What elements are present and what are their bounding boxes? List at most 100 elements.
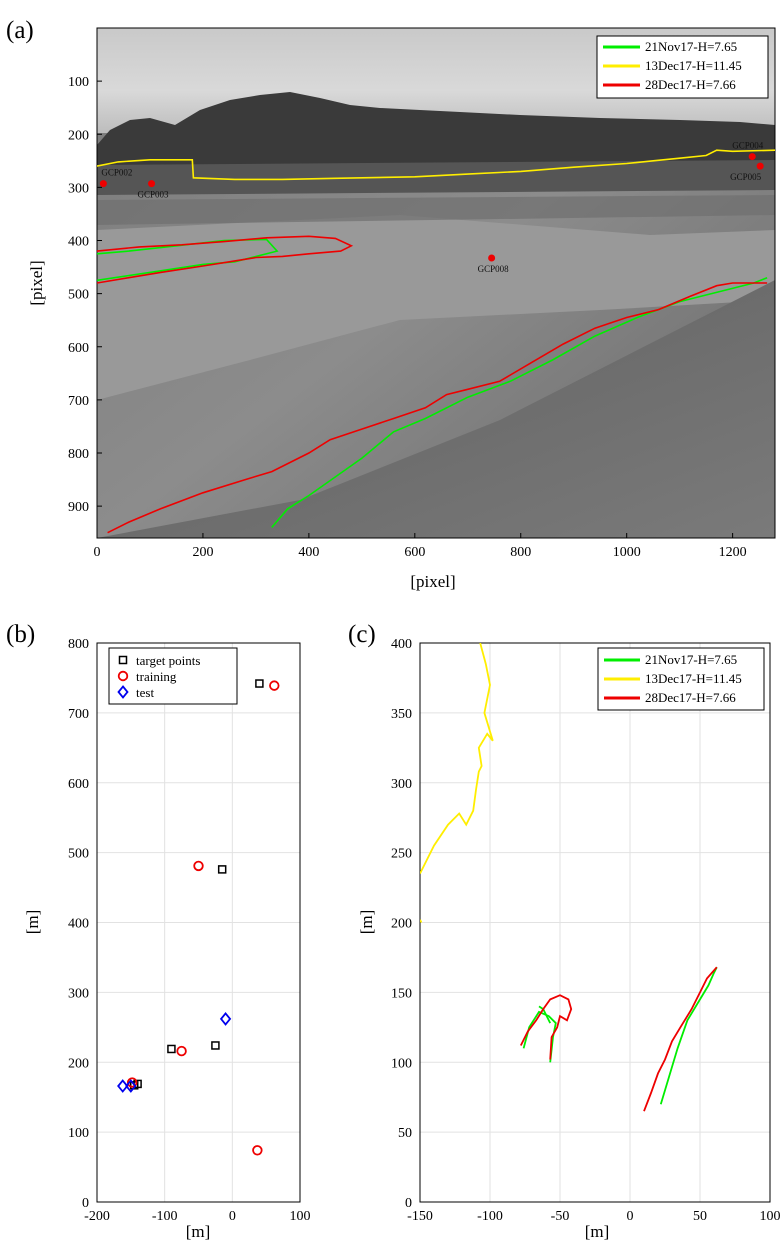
panel-b-ytick-label: 700 [68, 707, 89, 722]
panel-c-line-green-2 [659, 966, 718, 1105]
panel-c-series [420, 643, 718, 1112]
panel-a-xtick-label: 1000 [613, 545, 641, 560]
panel-a-ytick-label: 700 [68, 394, 89, 409]
panel-c-label: (c) [348, 621, 376, 648]
gcp-marker-gcp004 [748, 153, 756, 161]
panel-b-ytick-label: 600 [68, 777, 89, 792]
panel-c-xtick-label: 0 [627, 1209, 634, 1224]
panel-a-ylabel: [pixel] [27, 260, 46, 305]
panel-b: -200 -100 0 100 0 100 200 300 400 500 600 700 800 [m… [23, 637, 311, 1241]
panel-b-ticks: -200 -100 0 100 0 100 200 300 400 500 600 700 800 [68, 637, 311, 1224]
panel-a-label: (a) [6, 17, 34, 44]
panel-b-point-square [211, 1041, 220, 1050]
panel-b-ytick-label: 300 [68, 986, 89, 1001]
panel-b-legend-entry: target points [136, 653, 200, 668]
panel-b-xtick-label: -200 [84, 1209, 110, 1224]
panel-b-point-circle [176, 1045, 187, 1057]
panel-c-ytick-label: 150 [391, 986, 412, 1001]
panel-b-ylabel: [m] [23, 910, 42, 935]
gcp-marker-gcp002 [99, 180, 107, 188]
panel-c-xtick-label: -150 [407, 1209, 433, 1224]
panel-a-xtick-label: 800 [510, 545, 531, 560]
panel-a-legend-entry: 13Dec17-H=11.45 [645, 58, 742, 73]
panel-b-ytick-label: 800 [68, 637, 89, 652]
panel-a-legend-entry: 28Dec17-H=7.66 [645, 77, 736, 92]
gcp-label-gcp005: GCP005 [730, 172, 762, 182]
gcp-label-gcp004: GCP004 [732, 141, 764, 151]
panel-b-point-circle [193, 860, 204, 872]
panel-c-ytick-label: 250 [391, 847, 412, 862]
panel-c-xlabel: [m] [585, 1222, 610, 1241]
panel-a-xtick-label: 0 [94, 545, 101, 560]
panel-b-point-square [167, 1044, 176, 1054]
panel-a-ytick-label: 600 [68, 341, 89, 356]
panel-c-ytick-label: 350 [391, 707, 412, 722]
panel-c-ytick-label: 0 [405, 1196, 412, 1211]
panel-a-line-green-0 [97, 238, 279, 282]
panel-a-xlabel: [pixel] [410, 572, 455, 591]
panel-c-frame [419, 642, 771, 1203]
panel-a-series [97, 149, 775, 534]
panel-a-ytick-label: 100 [68, 75, 89, 90]
panel-a-ytick-label: 800 [68, 447, 89, 462]
panel-c-legend-entry: 21Nov17-H=7.65 [645, 652, 737, 667]
gcp-label-gcp002: GCP002 [101, 168, 132, 178]
panel-b-point-square [255, 679, 264, 688]
panel-a-xtick-label: 400 [298, 545, 319, 560]
panel-c-legend-entry: 28Dec17-H=7.66 [645, 690, 736, 705]
panel-a-ytick-label: 900 [68, 500, 89, 515]
gcp-marker-gcp008 [488, 254, 496, 262]
panel-a-legend-entry: 21Nov17-H=7.65 [645, 39, 737, 54]
panel-b-xtick-label: -100 [152, 1209, 178, 1224]
photo-background [97, 28, 775, 538]
panel-b-point-square [129, 1081, 139, 1090]
panel-c-legend: 21Nov17-H=7.65 13Dec17-H=11.45 28Dec17-H=7… [597, 647, 765, 711]
panel-b-point-diamond [125, 1079, 137, 1093]
panel-b-point-circle [269, 680, 280, 691]
panel-b-point-circle [252, 1145, 263, 1156]
panel-b-legend-marker-diamond [117, 685, 129, 699]
panel-c-line-red-1 [643, 966, 718, 1112]
panel-b-ytick-label: 400 [68, 917, 89, 932]
panel-b-ytick-label: 0 [82, 1196, 89, 1211]
panel-a-line-green-1 [271, 276, 768, 528]
panel-b-point-diamond [117, 1079, 129, 1093]
panel-a-line-red-0 [97, 235, 354, 284]
panel-a-gcp-points: GCP002 GCP003 GCP008 GCP004 GCP005 [99, 141, 764, 274]
panel-c-ticks: -150 -100 -50 0 50 100 0 50 100 150 200 250 300 350 40… [391, 637, 781, 1224]
gcp-marker-gcp005 [756, 162, 764, 170]
panel-b-xlabel: [m] [186, 1222, 211, 1241]
panel-a-xtick-label: 1200 [719, 545, 747, 560]
panel-b-point-diamond [219, 1012, 232, 1026]
panel-b-frame [96, 642, 301, 1203]
panel-b-ytick-label: 500 [68, 847, 89, 862]
panel-c-line-red-0 [519, 994, 573, 1060]
panel-b-ytick-label: 100 [68, 1126, 89, 1141]
panel-c-xtick-label: 50 [693, 1209, 707, 1224]
panel-c-xtick-label: -50 [551, 1209, 570, 1224]
panel-c-legend-entry: 13Dec17-H=11.45 [645, 671, 742, 686]
panel-c-line-yellow-1 [420, 919, 423, 923]
panel-c-xtick-label: 100 [760, 1209, 781, 1224]
gcp-label-gcp008: GCP008 [478, 264, 510, 274]
panel-a-xtick-label: 200 [192, 545, 213, 560]
panel-a-line-red-1 [107, 282, 768, 534]
gcp-marker-gcp003 [148, 180, 156, 188]
panel-a-ytick-label: 300 [68, 181, 89, 196]
panel-b-legend-entry: training [136, 669, 177, 684]
panel-c-ytick-label: 200 [391, 917, 412, 932]
panel-b-point-circle [126, 1077, 138, 1088]
panel-c: -150 -100 -50 0 50 100 0 50 100 150 200 250 300 350 40… [357, 637, 781, 1241]
panel-c-ytick-label: 100 [391, 1056, 412, 1071]
panel-b-xtick-label: 0 [229, 1209, 236, 1224]
panel-a-ytick-label: 500 [68, 288, 89, 303]
panel-a-ytick-label: 400 [68, 235, 89, 250]
panel-c-ytick-label: 300 [391, 777, 412, 792]
panel-b-legend-entry: test [136, 685, 154, 700]
panel-b-label: (b) [6, 621, 35, 648]
panel-a-ticks: 0 200 400 600 800 1000 1200 100 200 300 400 500 600 7… [68, 75, 747, 560]
panel-b-xtick-label: 100 [290, 1209, 311, 1224]
panel-b-ytick-label: 200 [68, 1056, 89, 1071]
